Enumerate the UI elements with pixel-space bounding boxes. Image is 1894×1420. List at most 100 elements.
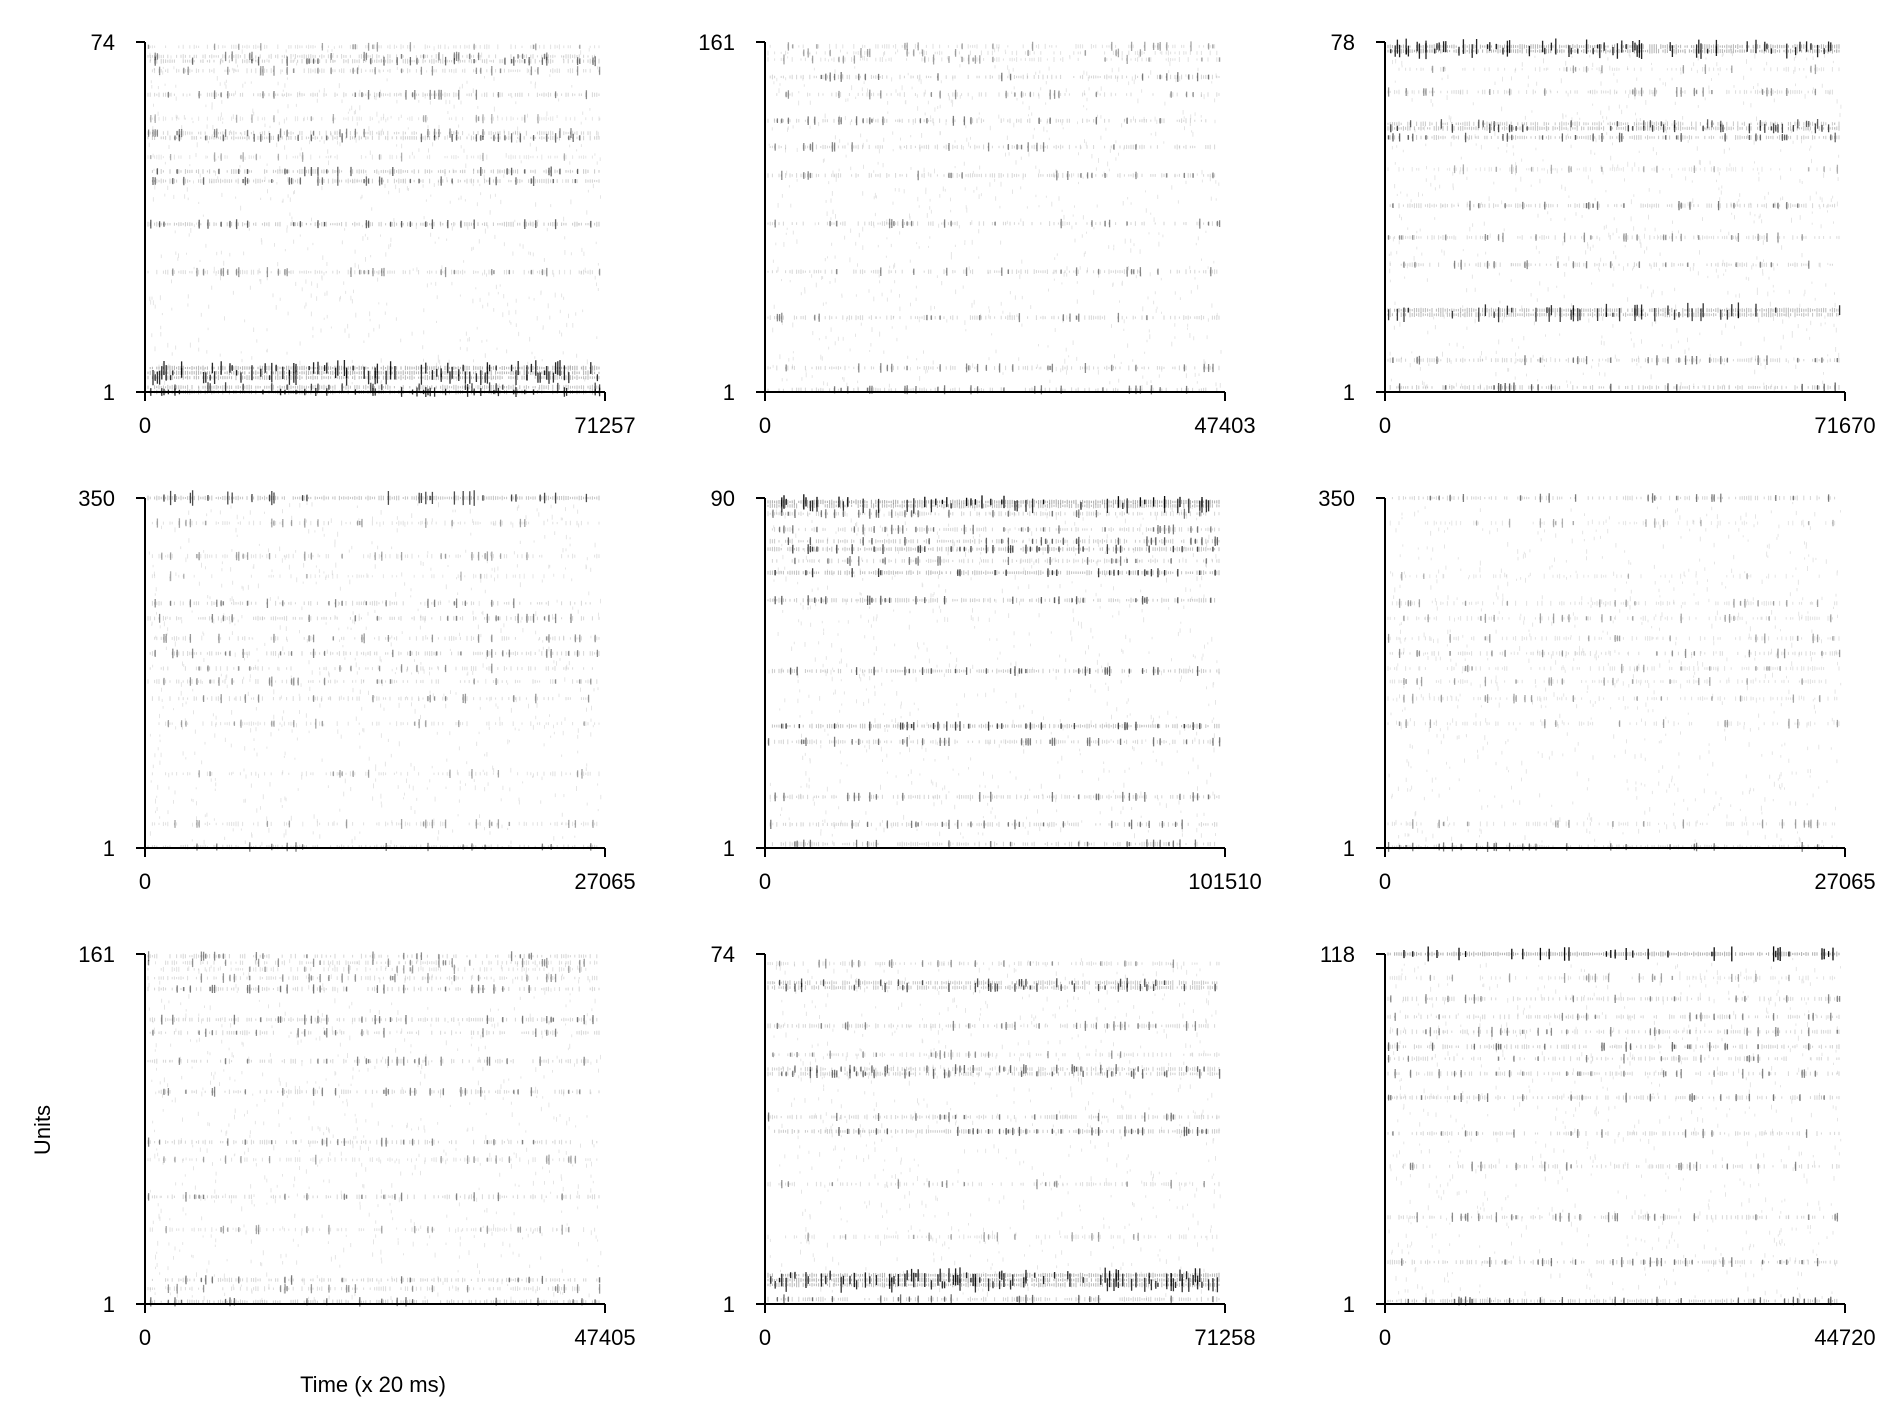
burst-row-6 <box>770 1272 1199 1288</box>
burst-row-70 <box>1387 1092 1825 1103</box>
burst-row-125 <box>776 115 1161 126</box>
raster-panel-2: 161 10 47403 <box>698 30 1255 438</box>
burst-row-42 <box>1392 200 1799 211</box>
spike-row-113 <box>769 144 1216 150</box>
y-tick-label-min: 1 <box>723 380 735 405</box>
burst-row-118 <box>1403 946 1834 962</box>
burst-row-25 <box>1412 819 1819 829</box>
burst-row-245 <box>154 598 515 609</box>
burst-row-292 <box>161 551 528 561</box>
burst-row-125 <box>1398 718 1839 729</box>
spike-row-325 <box>1389 520 1836 526</box>
spike-row-68 <box>151 68 600 74</box>
burst-row-100 <box>781 170 1214 181</box>
x-tick-label-min: 0 <box>1379 869 1391 894</box>
raster-panel-7: 161 10 47405 <box>78 942 635 1350</box>
burst-row-350 <box>1429 493 1830 503</box>
burst-row-29 <box>1403 259 1810 270</box>
spike-row-12 <box>151 1277 600 1283</box>
spike-row-71 <box>147 53 596 59</box>
spike-row-230 <box>1387 615 1833 621</box>
burst-row-26 <box>172 267 601 278</box>
raster-panel-5: 90 10 101510 <box>711 486 1262 894</box>
burst-row-145 <box>176 984 530 994</box>
burst-row-36 <box>150 219 592 230</box>
spike-row-230 <box>147 615 600 621</box>
spike-row-67 <box>147 1157 598 1163</box>
spike-row-2 <box>1387 1298 1838 1304</box>
burst-row-210 <box>163 633 596 644</box>
y-tick-label-max: 161 <box>78 942 115 967</box>
spike-row-25 <box>1387 821 1836 827</box>
spike-row-118 <box>1387 951 1840 957</box>
spike-row-78 <box>1387 1071 1840 1077</box>
spike-row-103 <box>1387 996 1840 1002</box>
spike-row-245 <box>151 600 591 606</box>
spike-row-100 <box>767 172 1216 178</box>
y-tick-label-min: 1 <box>723 836 735 861</box>
spike-row-32 <box>771 723 1220 729</box>
burst-row-79 <box>787 536 1219 547</box>
burst-row-86 <box>772 508 1201 519</box>
spike-row-88 <box>767 503 1220 509</box>
burst-row-2 <box>833 385 1188 395</box>
burst-row-35 <box>165 1224 570 1235</box>
spike-row-153 <box>767 57 1220 62</box>
y-tick-label-max: 350 <box>78 486 115 511</box>
spike-row-75 <box>147 1139 598 1145</box>
burst-row-35 <box>776 312 1148 323</box>
burst-row-50 <box>150 152 566 162</box>
burst-row-14 <box>774 791 1210 802</box>
spike-row-180 <box>149 666 593 671</box>
x-tick-label-max: 71670 <box>1814 413 1875 438</box>
y-tick-label-min: 1 <box>1343 380 1355 405</box>
x-tick-label-max: 44720 <box>1814 1325 1875 1350</box>
x-tick-label-max: 71257 <box>574 413 635 438</box>
burst-row-2 <box>150 1297 596 1307</box>
burst-row-82 <box>778 524 1212 535</box>
background-spikes <box>148 502 602 846</box>
burst-row-60 <box>1409 119 1819 129</box>
burst-row-156 <box>803 48 1142 58</box>
burst-row-83 <box>1387 1053 1759 1064</box>
spike-row-30 <box>1387 1214 1838 1220</box>
x-tick-label-max: 47403 <box>1194 413 1255 438</box>
spike-row-350 <box>1391 495 1836 501</box>
burst-row-150 <box>200 973 557 984</box>
burst-row-167 <box>163 676 592 687</box>
spike-row-55 <box>147 130 598 136</box>
spike-row-92 <box>1389 1029 1840 1035</box>
burst-row-15 <box>807 1232 1139 1242</box>
spike-row-50 <box>147 154 593 160</box>
burst-row-64 <box>774 595 1212 606</box>
spike-row-272 <box>1400 573 1820 579</box>
spike-row-37 <box>774 1128 1220 1134</box>
spike-row-35 <box>767 315 1220 321</box>
spike-row-157 <box>147 960 598 966</box>
spike-row-35 <box>1387 235 1840 240</box>
spike-row-35 <box>149 1227 596 1233</box>
burst-row-54 <box>174 133 581 143</box>
burst-row-57 <box>1387 132 1836 143</box>
burst-row-210 <box>1387 633 1834 644</box>
spike-row-82 <box>771 527 1220 532</box>
spike-row-50 <box>767 1066 1220 1072</box>
background-spikes <box>768 47 1222 390</box>
burst-row-74 <box>794 556 1208 566</box>
burst-row-150 <box>1403 693 1821 704</box>
burst-row-45 <box>152 176 577 186</box>
y-tick-label-min: 1 <box>103 1292 115 1317</box>
spike-row-272 <box>151 573 565 579</box>
spike-row-8 <box>1387 357 1840 363</box>
spike-row-50 <box>1387 166 1838 172</box>
raster-panel-6: 350 10 27065 <box>1318 486 1875 894</box>
burst-row-180 <box>1464 663 1781 674</box>
burst-row-137 <box>785 89 1194 100</box>
x-tick-label-min: 0 <box>1379 1325 1391 1350</box>
spike-row-292 <box>151 553 600 559</box>
y-axis-label: Units <box>30 1105 55 1155</box>
spike-row-78 <box>767 221 1220 227</box>
spike-row-67 <box>767 985 1218 991</box>
spike-row-2 <box>771 841 1216 847</box>
